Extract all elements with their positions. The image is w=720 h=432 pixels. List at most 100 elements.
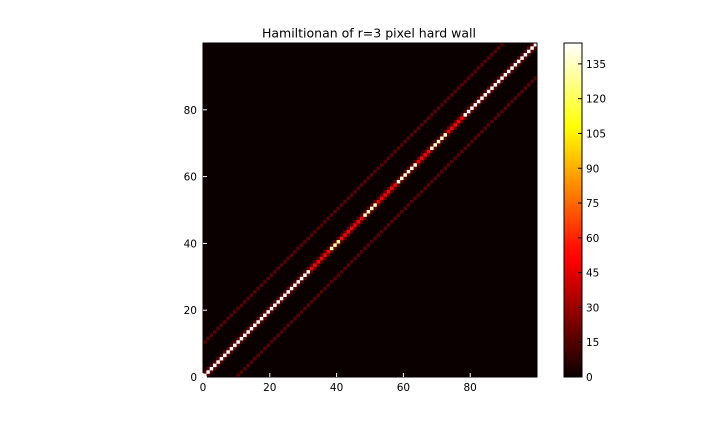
heatmap-cell-offdiag	[513, 59, 518, 64]
heatmap-cell-diagonal	[436, 139, 441, 144]
heatmap-cell-diagonal	[239, 336, 244, 341]
heatmap-cell-offdiag	[446, 163, 451, 167]
heatmap-cell-offdiag	[303, 276, 307, 281]
heatmap-cell-offdiag	[463, 116, 468, 120]
heatmap-cell-offdiag	[470, 109, 474, 114]
heatmap-cell-offdiag	[259, 320, 264, 324]
heatmap-cell-offdiag	[269, 303, 274, 308]
heatmap-cell-offdiag	[209, 363, 214, 368]
heatmap-cell-offdiag	[380, 193, 384, 197]
heatmap-cell-offdiag	[253, 290, 257, 294]
heatmap-cell-offdiag	[206, 366, 210, 371]
heatmap-cell-offdiag	[336, 273, 341, 277]
heatmap-cell-offdiag	[329, 243, 334, 247]
heatmap-cell-offdiag	[526, 46, 531, 50]
heatmap-cell-offdiag	[213, 360, 217, 364]
heatmap-cell-diagonal	[213, 363, 217, 368]
heatmap-cell-offdiag	[263, 280, 267, 284]
heatmap-cell-diagonal	[396, 179, 401, 184]
heatmap-cell-offdiag	[390, 220, 394, 224]
heatmap-cell-offdiag	[346, 226, 351, 231]
heatmap-cell-offdiag	[500, 79, 504, 84]
heatmap-cell-offdiag	[383, 196, 387, 201]
heatmap-cell-offdiag	[279, 300, 284, 304]
heatmap-cell-offdiag	[216, 363, 220, 368]
heatmap-cell-offdiag	[339, 240, 344, 244]
heatmap-cell-diagonal	[370, 206, 374, 211]
heatmap-cell-offdiag	[216, 356, 220, 361]
heatmap-cell-offdiag	[333, 210, 337, 214]
heatmap-cell-offdiag	[370, 173, 374, 177]
heatmap-cell-offdiag	[416, 163, 421, 167]
heatmap-cell-offdiag	[480, 99, 484, 104]
plot-area	[202, 42, 538, 378]
heatmap-cell-offdiag	[306, 266, 311, 271]
heatmap-cell-offdiag	[500, 73, 504, 77]
heatmap-cell-diagonal	[506, 69, 511, 74]
heatmap-cell-diagonal	[316, 260, 321, 264]
heatmap-cell-offdiag	[396, 176, 401, 181]
heatmap-cell-offdiag	[443, 99, 447, 104]
heatmap-cell-offdiag	[256, 323, 260, 328]
heatmap-cell-offdiag	[463, 146, 468, 151]
heatmap-cell-offdiag	[273, 306, 277, 311]
heatmap-cell-offdiag	[273, 270, 277, 274]
heatmap-cell-offdiag	[203, 340, 207, 344]
heatmap-cell-diagonal	[483, 93, 488, 97]
heatmap-cell-offdiag	[446, 126, 451, 130]
colorbar-tick-label: 120	[586, 94, 606, 106]
heatmap-cell-offdiag	[483, 126, 488, 130]
heatmap-cell-offdiag	[433, 139, 437, 144]
heatmap-cell-offdiag	[426, 116, 431, 120]
heatmap-cell-offdiag	[440, 139, 444, 144]
heatmap-cell-diagonal	[343, 233, 347, 237]
heatmap-cell-offdiag	[219, 323, 224, 328]
heatmap-cell-offdiag	[366, 213, 371, 217]
heatmap-cell-offdiag	[476, 66, 481, 70]
heatmap-cell-offdiag	[339, 203, 344, 207]
heatmap-cell-offdiag	[246, 296, 250, 301]
heatmap-cell-offdiag	[410, 199, 414, 204]
heatmap-cell-offdiag	[506, 66, 511, 70]
heatmap-cell-offdiag	[346, 233, 351, 237]
heatmap-cell-offdiag	[520, 89, 524, 94]
heatmap-cell-diagonal	[403, 173, 407, 177]
heatmap-cell-diagonal	[453, 123, 457, 127]
heatmap-cell-offdiag	[269, 310, 274, 314]
x-tick-label: 0	[200, 382, 207, 394]
heatmap-cell-diagonal	[500, 76, 504, 80]
heatmap-cell-diagonal	[503, 73, 508, 77]
heatmap-cell-offdiag	[309, 300, 314, 304]
heatmap-cell-offdiag	[229, 313, 234, 318]
heatmap-cell-offdiag	[410, 163, 414, 167]
heatmap-cell-offdiag	[456, 123, 461, 127]
heatmap-cell-offdiag	[403, 176, 407, 181]
heatmap-cell-offdiag	[313, 260, 317, 264]
heatmap-cell-offdiag	[400, 210, 404, 214]
heatmap-cell-offdiag	[329, 280, 334, 284]
heatmap-cell-offdiag	[393, 179, 397, 184]
heatmap-cell-offdiag	[473, 99, 478, 104]
heatmap-cell-diagonal	[423, 153, 427, 157]
heatmap-cell-offdiag	[209, 333, 214, 338]
heatmap-cell-offdiag	[400, 143, 404, 147]
heatmap-cell-offdiag	[233, 310, 237, 314]
heatmap-cell-diagonal	[333, 243, 337, 247]
heatmap-cell-diagonal	[413, 163, 417, 167]
heatmap-cell-offdiag	[219, 353, 224, 358]
heatmap-cell-diagonal	[329, 246, 334, 251]
heatmap-cell-offdiag	[496, 76, 501, 80]
heatmap-cell-offdiag	[530, 49, 534, 54]
heatmap-cell-offdiag	[303, 306, 307, 311]
heatmap-cell-offdiag	[380, 199, 384, 204]
heatmap-cell-offdiag	[390, 183, 394, 187]
heatmap-cell-offdiag	[273, 300, 277, 304]
heatmap-cell-diagonal	[353, 223, 357, 227]
heatmap-cell-offdiag	[393, 216, 397, 221]
heatmap-cell-offdiag	[383, 226, 387, 231]
heatmap-cell-offdiag	[279, 293, 284, 297]
heatmap-cell-offdiag	[363, 246, 367, 251]
heatmap-cell-offdiag	[316, 226, 321, 231]
heatmap-cell-offdiag	[253, 326, 257, 331]
